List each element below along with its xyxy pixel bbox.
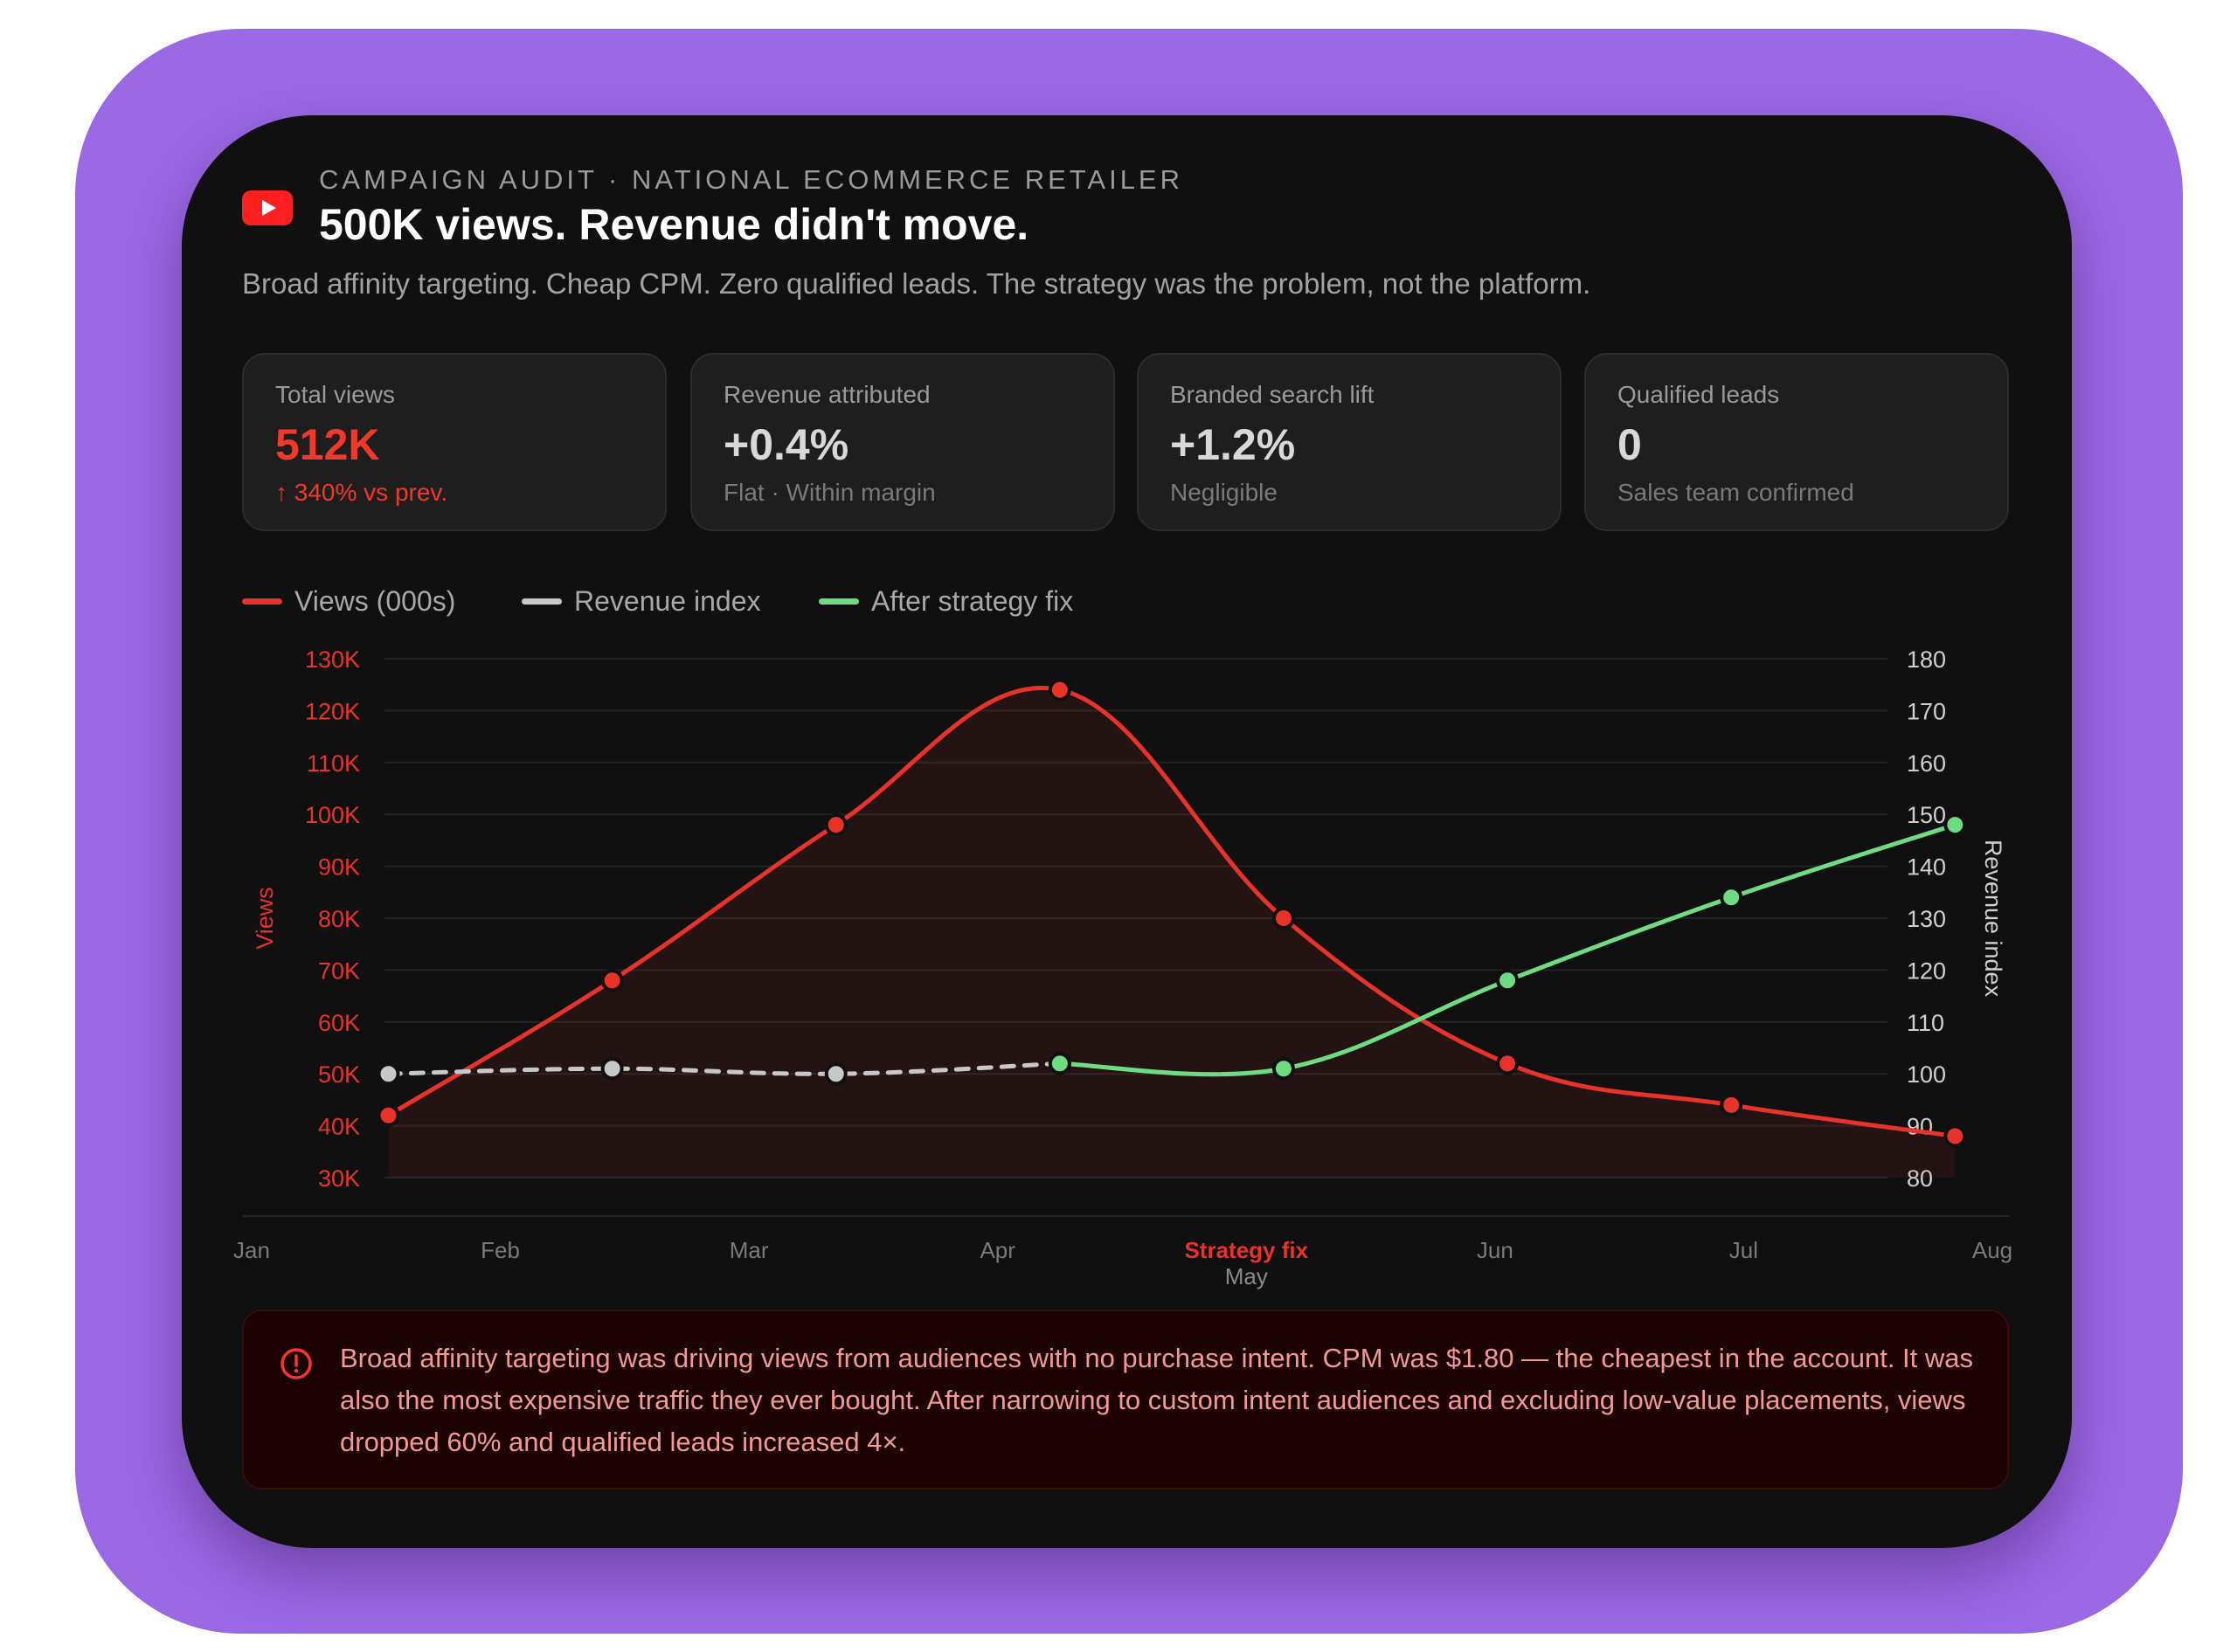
series-line-revenue-index <box>386 1061 1063 1076</box>
data-point-views-000s <box>1496 1052 1520 1075</box>
right-tick-label: 110 <box>1907 1010 1944 1036</box>
data-point-after-strategy-fix <box>1943 813 1967 837</box>
series-area-views-000s <box>388 688 1956 1178</box>
data-point-views-000s <box>824 813 848 837</box>
x-tick-label: Aug <box>1972 1237 2012 1263</box>
stat-card-revenue-attributed: Revenue attributed +0.4% Flat · Within m… <box>690 353 1115 531</box>
stat-label: Revenue attributed <box>724 381 931 408</box>
eyebrow-label: CAMPAIGN AUDIT · NATIONAL ECOMMERCE RETA… <box>319 164 1183 195</box>
stat-value: +1.2% <box>1170 420 1296 469</box>
stat-label: Qualified leads <box>1617 381 1780 408</box>
legend-swatch <box>522 598 562 605</box>
data-point-after-strategy-fix <box>1720 886 1743 909</box>
data-point-after-strategy-fix <box>1496 969 1520 992</box>
data-point-after-strategy-fix <box>1271 1057 1295 1081</box>
left-tick-label: 50K <box>318 1061 360 1088</box>
left-axis-title: Views <box>252 887 278 950</box>
right-tick-label: 90 <box>1907 1114 1933 1140</box>
right-tick-label: 130 <box>1907 906 1946 932</box>
x-tick-label: Jul <box>1729 1237 1758 1263</box>
right-tick-label: 170 <box>1907 698 1946 724</box>
left-tick-label: 100K <box>305 802 360 828</box>
stat-label: Total views <box>275 381 395 408</box>
legend-label: After strategy fix <box>871 585 1074 617</box>
left-tick-label: 60K <box>318 1010 360 1036</box>
legend-swatch <box>242 598 282 605</box>
left-tick-label: 130K <box>305 646 360 673</box>
stat-card-total-views: Total views 512K ↑ 340% vs prev. <box>242 353 667 531</box>
stat-note: Negligible <box>1170 479 1278 506</box>
right-tick-label: 140 <box>1907 854 1946 881</box>
data-point-views-000s <box>1271 907 1295 930</box>
left-tick-label: 80K <box>318 906 360 932</box>
data-point-revenue-index <box>824 1062 848 1086</box>
left-tick-label: 40K <box>318 1114 360 1140</box>
stat-note: Sales team confirmed <box>1617 479 1854 506</box>
insight-alert: Broad affinity targeting was driving vie… <box>242 1310 2009 1490</box>
data-point-views-000s <box>1943 1124 1967 1148</box>
left-tick-label: 70K <box>318 957 360 984</box>
right-tick-label: 150 <box>1907 802 1946 828</box>
legend-swatch <box>819 598 859 605</box>
alert-circle-icon <box>280 1348 312 1379</box>
youtube-play-icon <box>242 190 293 225</box>
right-tick-label: 160 <box>1907 750 1946 777</box>
strategy-fix-marker-label: Strategy fix <box>1184 1237 1308 1263</box>
x-tick-label: Jan <box>233 1237 270 1263</box>
data-point-revenue-index <box>377 1062 400 1086</box>
left-tick-label: 90K <box>318 854 360 881</box>
stat-card-branded-search-lift: Branded search lift +1.2% Negligible <box>1137 353 1562 531</box>
data-point-revenue-index <box>600 1057 624 1081</box>
right-tick-label: 100 <box>1907 1061 1946 1088</box>
right-tick-label: 180 <box>1907 646 1946 673</box>
x-tick-label: Mar <box>730 1237 769 1263</box>
left-tick-label: 110K <box>307 750 360 777</box>
data-point-views-000s <box>600 969 624 992</box>
stat-note: Flat · Within margin <box>724 479 936 506</box>
data-point-views-000s <box>1048 678 1071 702</box>
stat-label: Branded search lift <box>1170 381 1375 408</box>
x-tick-label: May <box>1225 1263 1268 1289</box>
left-tick-label: 120K <box>305 698 360 724</box>
views-revenue-chart: 30K 80 40K 90 50K 100 60K 110 70K 120 80K 130 90K 140… <box>233 646 2012 1289</box>
stat-value: 512K <box>275 420 380 469</box>
alert-text: Broad affinity targeting was driving vie… <box>340 1343 1974 1457</box>
series-line-views-000s <box>386 686 1957 1138</box>
x-tick-label: Jun <box>1477 1237 1513 1263</box>
left-tick-label: 30K <box>318 1165 360 1192</box>
right-axis-title: Revenue index <box>1980 840 2006 998</box>
stat-note: ↑ 340% vs prev. <box>275 479 448 506</box>
legend-label: Views (000s) <box>294 585 456 617</box>
x-tick-label: Apr <box>980 1237 1015 1263</box>
stat-value: 0 <box>1617 420 1642 469</box>
data-point-after-strategy-fix <box>1048 1052 1071 1075</box>
data-point-views-000s <box>377 1103 400 1127</box>
page-subtitle: Broad affinity targeting. Cheap CPM. Zer… <box>242 267 1591 300</box>
stat-card-qualified-leads: Qualified leads 0 Sales team confirmed <box>1584 353 2009 531</box>
page-title: 500K views. Revenue didn't move. <box>319 200 1029 249</box>
x-tick-label: Feb <box>481 1237 520 1263</box>
right-tick-label: 120 <box>1907 957 1946 984</box>
right-tick-label: 80 <box>1907 1165 1933 1192</box>
data-point-views-000s <box>1720 1093 1743 1116</box>
stat-value: +0.4% <box>724 420 849 469</box>
legend-label: Revenue index <box>574 585 761 617</box>
